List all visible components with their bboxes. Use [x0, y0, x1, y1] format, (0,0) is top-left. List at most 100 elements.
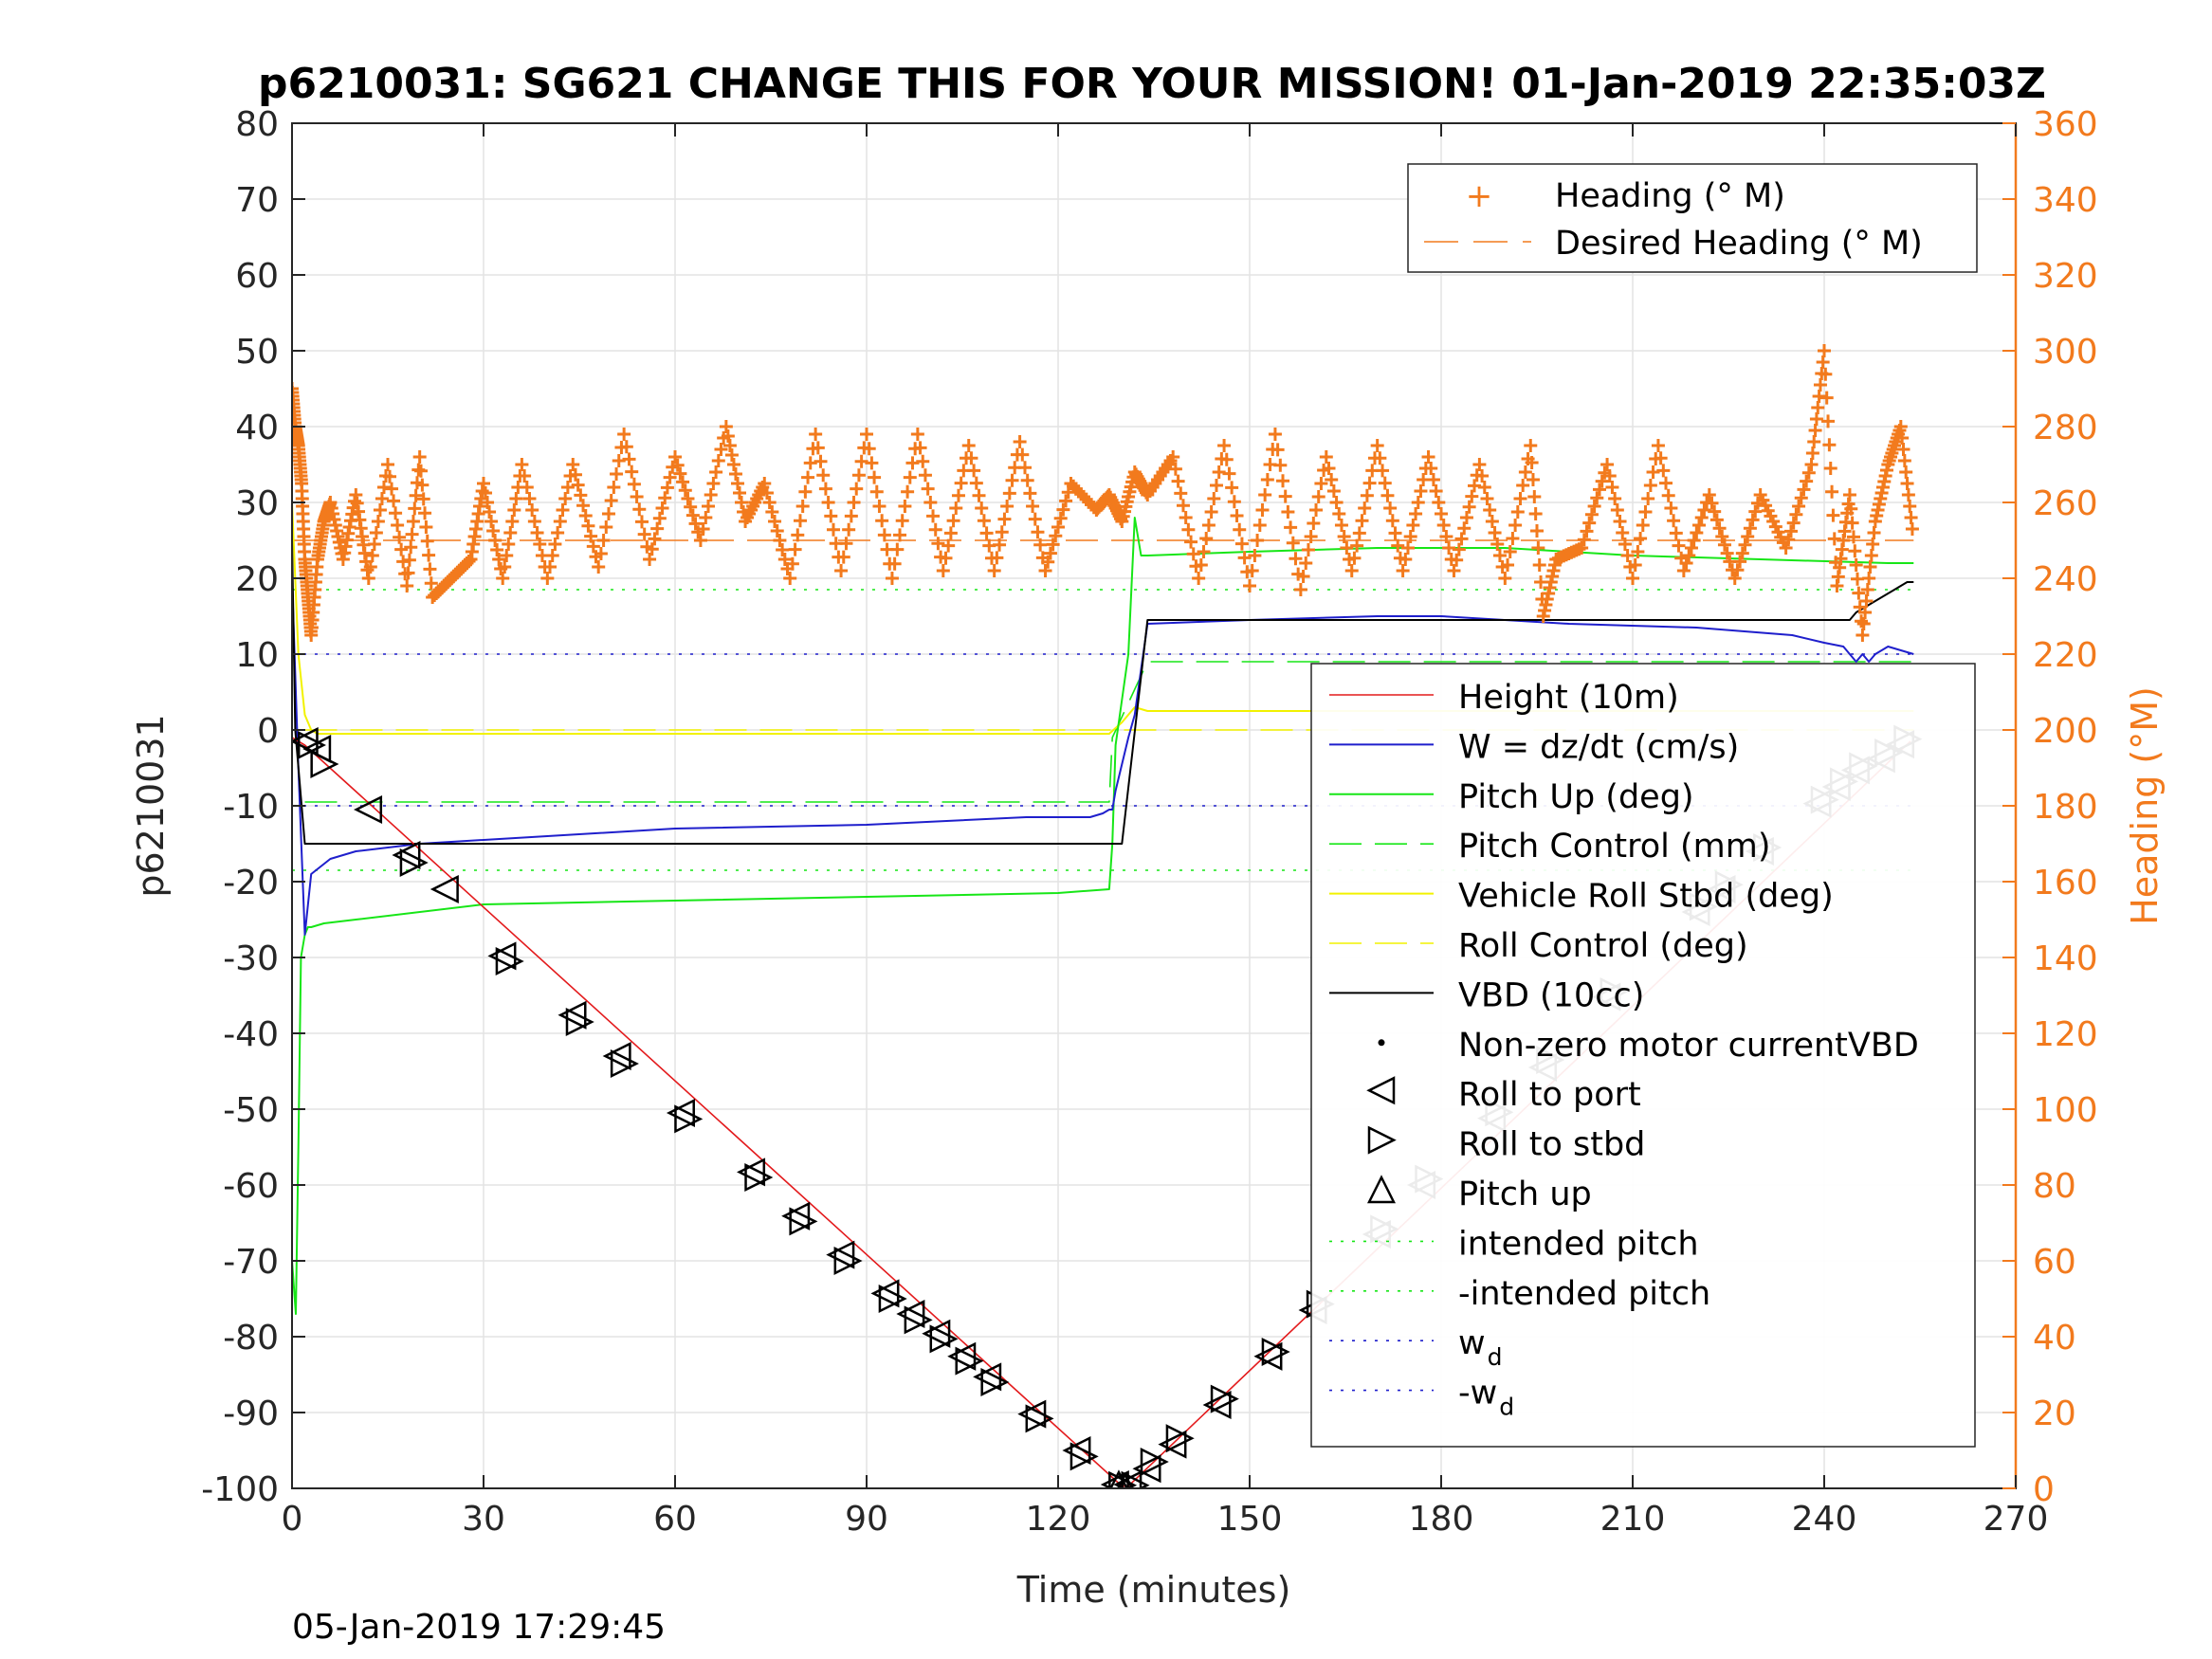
heading-point — [1181, 522, 1196, 537]
heading-point — [1435, 507, 1448, 520]
heading-point — [548, 538, 562, 551]
heading-point — [1293, 583, 1307, 596]
heading-point — [1823, 462, 1837, 475]
heading-point — [1334, 519, 1348, 532]
heading-point — [1252, 519, 1267, 532]
heading-point — [1358, 501, 1372, 515]
heading-point — [540, 572, 555, 585]
heading-point — [1812, 390, 1826, 403]
legend-heading-marker: + — [1466, 177, 1493, 215]
heading-point — [1490, 538, 1505, 551]
heading-point — [1712, 521, 1727, 536]
heading-point — [1219, 452, 1234, 466]
heading-point — [652, 511, 667, 525]
heading-point — [714, 443, 728, 456]
heading-point — [385, 482, 399, 496]
legend-entry-pitch-control-mm-label: Pitch Control (mm) — [1458, 828, 1770, 866]
y-tick-label-17: -90 — [223, 1395, 279, 1433]
roll-to-stbd-marker — [744, 1162, 774, 1193]
heading-point — [678, 483, 692, 498]
heading-point — [1225, 481, 1239, 495]
heading-point — [847, 496, 861, 509]
heading-point — [1864, 549, 1878, 562]
heading-point — [1631, 545, 1645, 558]
heading-point — [916, 454, 930, 468]
heading-point — [1862, 572, 1876, 585]
roll-to-port-marker — [558, 1000, 587, 1030]
heading-point — [592, 560, 606, 574]
heading-point — [1199, 532, 1214, 545]
y2-tick-label-18: 0 — [2033, 1470, 2055, 1509]
y2-tick-label-13: 100 — [2033, 1091, 2098, 1130]
heading-point — [1480, 492, 1494, 505]
heading-point — [961, 439, 976, 452]
heading-point — [1859, 594, 1874, 608]
heading-point — [1347, 551, 1362, 565]
roll-to-stbd-marker — [565, 1007, 594, 1037]
heading-point — [1899, 465, 1913, 479]
x-tick-label-0: 0 — [282, 1500, 303, 1539]
heading-point — [607, 481, 621, 494]
heading-point — [862, 442, 876, 456]
heading-point — [1311, 490, 1325, 503]
heading-point — [619, 440, 633, 454]
y-tick-label-3: 50 — [235, 333, 279, 372]
heading-point — [1905, 522, 1919, 536]
heading-point — [1056, 502, 1070, 517]
heading-point — [993, 538, 1007, 552]
heading-point — [1380, 488, 1395, 502]
heading-point — [492, 553, 506, 566]
heading-point — [408, 501, 422, 516]
heading-point — [1260, 473, 1274, 486]
legend-entry-w-label: w — [1458, 1324, 1486, 1362]
heading-point — [1414, 484, 1428, 498]
heading-point — [824, 509, 838, 523]
heading-point — [898, 500, 912, 513]
heading-point — [762, 496, 777, 509]
heading-point — [872, 500, 887, 513]
heading-point — [543, 560, 558, 574]
heading-point — [699, 511, 713, 524]
roll-to-port-marker — [487, 941, 517, 971]
heading-point — [995, 525, 1009, 539]
heading-point — [1442, 541, 1456, 555]
x-tick-label-9: 270 — [1983, 1500, 2049, 1539]
heading-point — [865, 456, 879, 470]
heading-point — [1508, 519, 1523, 532]
heading-point — [486, 524, 501, 538]
roll-to-stbd-marker — [955, 1346, 984, 1376]
heading-point — [1702, 488, 1716, 501]
x-axis-label: Time (minutes) — [1016, 1569, 1291, 1611]
heading-point — [1600, 458, 1615, 471]
roll-to-stbd-marker — [1210, 1384, 1239, 1413]
x-tick-label-2: 60 — [653, 1500, 697, 1539]
series-vbd-10cc — [292, 539, 1914, 845]
heading-point — [637, 527, 651, 541]
heading-point — [1396, 564, 1410, 577]
heading-point — [568, 467, 582, 482]
heading-point — [1825, 484, 1839, 499]
heading-point — [1845, 516, 1859, 530]
legend-entry-w-subscript: d — [1488, 1343, 1503, 1371]
y-tick-label-14: -60 — [223, 1167, 279, 1206]
heading-point — [1383, 501, 1398, 515]
heading-point — [1697, 503, 1711, 517]
roll-to-stbd-marker — [1140, 1447, 1169, 1477]
y-tick-label-0: 80 — [235, 105, 279, 144]
heading-point — [887, 556, 902, 571]
heading-point — [941, 538, 956, 553]
roll-to-port-marker — [1062, 1435, 1091, 1466]
heading-point — [1488, 526, 1502, 539]
y2-tick-label-1: 340 — [2033, 181, 2098, 220]
heading-point — [1498, 572, 1512, 585]
heading-point — [1628, 558, 1642, 572]
heading-point — [1676, 564, 1691, 577]
heading-point — [553, 515, 567, 528]
heading-point — [1038, 564, 1052, 577]
heading-point — [684, 500, 698, 514]
roll-to-stbd-marker — [495, 946, 524, 976]
roll-to-stbd-marker — [1069, 1442, 1099, 1471]
heading-point — [418, 506, 432, 520]
heading-point — [1426, 473, 1440, 486]
